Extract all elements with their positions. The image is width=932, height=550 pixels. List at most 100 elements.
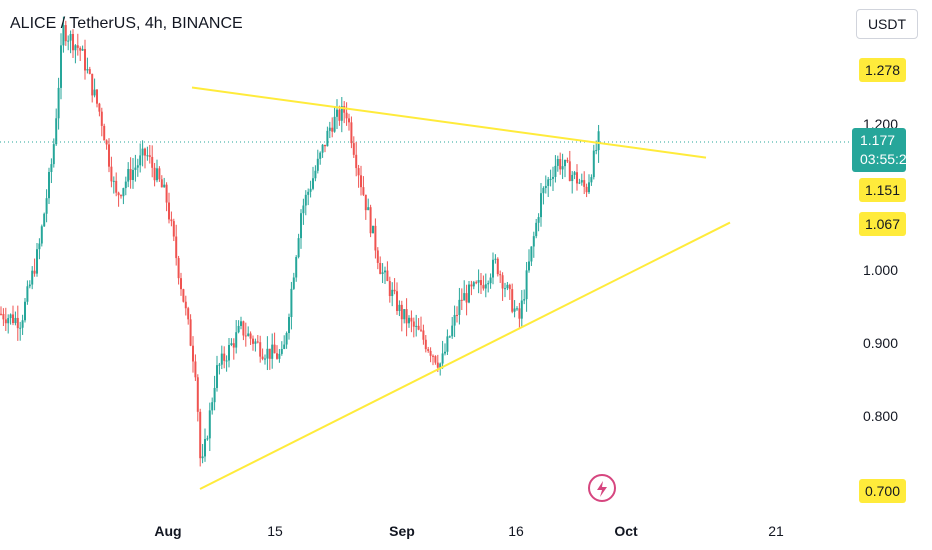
candle-body (177, 258, 180, 279)
candle-body (338, 109, 341, 121)
candle-body (57, 87, 60, 119)
trendlines (191, 86, 731, 490)
candle-body (362, 187, 365, 195)
candle-body (26, 286, 29, 302)
candle-body (52, 144, 55, 165)
candle-body (561, 166, 564, 170)
candle-body (364, 194, 367, 211)
candle-body (403, 309, 406, 320)
candle-body (280, 348, 283, 354)
candle-body (350, 122, 353, 144)
last-price-tag: 1.177 03:55:20 (852, 128, 915, 172)
candle-body (400, 304, 403, 320)
candle-body (84, 49, 86, 71)
candle-body (2, 313, 5, 320)
candle-body (256, 341, 259, 343)
candle-body (580, 180, 583, 183)
candle-body (230, 343, 233, 345)
candle-body (112, 180, 115, 182)
candle-body (9, 314, 12, 319)
candle-body (72, 34, 74, 51)
candle-body (45, 198, 48, 214)
candle-body (91, 73, 94, 96)
candle-body (319, 152, 322, 159)
candle-body (261, 356, 264, 359)
candle-body (528, 261, 530, 271)
price-tag-bottom: 0.700 (858, 479, 906, 503)
candle-body (79, 47, 82, 51)
candle-body (194, 361, 197, 378)
candle-body (328, 127, 331, 131)
candle-body (127, 169, 130, 182)
candle-body (504, 288, 506, 290)
candle-body (242, 321, 245, 336)
candle-body (456, 314, 458, 316)
candle-body (506, 284, 509, 289)
candle-body (165, 184, 168, 203)
candle-body (189, 319, 192, 346)
candle-body (144, 148, 146, 156)
candle-body (444, 351, 446, 354)
candle-body (220, 353, 223, 365)
candle-body (516, 308, 518, 310)
candle-body (552, 176, 554, 179)
candle-body (117, 192, 120, 196)
candle-body (396, 291, 398, 311)
candle-body (345, 112, 348, 119)
candle-body (103, 125, 106, 141)
candle-body (180, 278, 182, 290)
candle-body (292, 277, 295, 289)
candle-body (470, 284, 473, 287)
candle-body (228, 344, 230, 361)
candle-body (597, 131, 600, 151)
candle-body (441, 353, 444, 364)
candle-body (429, 350, 432, 356)
candle-body (415, 325, 418, 327)
candle-body (453, 314, 456, 326)
candle-body (578, 182, 581, 184)
candle-body (314, 170, 317, 179)
candle-body (408, 317, 410, 324)
candle-body (254, 341, 257, 344)
candle-body (206, 438, 209, 440)
bolt-icon[interactable] (588, 474, 616, 502)
candle-body (136, 165, 139, 168)
candle-body (268, 348, 271, 359)
candle-body (458, 299, 461, 315)
candle-body (76, 45, 79, 48)
candle-body (124, 181, 127, 189)
candle-body (184, 301, 187, 309)
candle-body (518, 308, 521, 319)
candle-body (12, 314, 14, 324)
currency-button[interactable]: USDT (856, 9, 918, 39)
candle-body (369, 207, 372, 234)
candle-body (204, 439, 206, 457)
candle-body (312, 178, 314, 189)
candle-body (487, 283, 490, 285)
candle-body (326, 130, 329, 147)
candle-body (331, 127, 334, 132)
candle-body (585, 186, 588, 193)
candle-body (417, 325, 420, 330)
candle-body (40, 226, 43, 244)
candle-body (240, 321, 242, 326)
candle-body (273, 344, 276, 354)
trendline[interactable] (191, 86, 707, 159)
candle-body (566, 159, 569, 162)
candle-body (451, 325, 454, 337)
trendline[interactable] (199, 221, 731, 490)
candle-body (225, 360, 228, 362)
candle-body (199, 411, 202, 459)
candle-body (436, 362, 439, 368)
candle-body (523, 299, 526, 301)
candle-body (172, 221, 175, 237)
candle-body (304, 194, 307, 206)
candle-body (384, 270, 386, 273)
candle-body (158, 168, 161, 180)
candle-body (16, 317, 19, 329)
candle-body (321, 144, 324, 153)
candle-body (300, 213, 302, 239)
candle-body (333, 116, 336, 132)
